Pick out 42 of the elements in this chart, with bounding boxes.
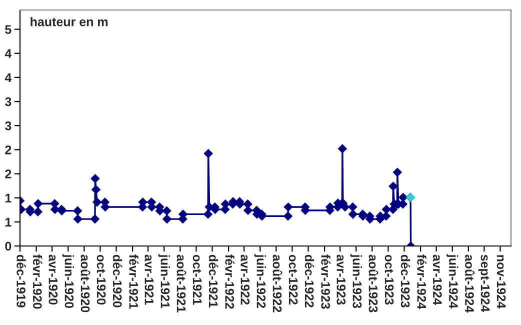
x-tick-label: juin-1921 <box>158 254 170 308</box>
y-tick-label: 1 <box>6 218 12 226</box>
x-tick-label: oct-1923 <box>384 254 394 305</box>
x-tick-label: déc-1921 <box>208 254 218 308</box>
x-tick-label: déc-1923 <box>400 254 410 308</box>
x-tick-label: févr-1921 <box>129 254 138 309</box>
x-tick-label: oct-1922 <box>288 254 298 305</box>
y-tick-label: 2 <box>5 145 12 154</box>
y-tick-label: 4 <box>4 73 12 82</box>
x-tick-label: juin-1922 <box>254 254 266 308</box>
x-tick-label: avr-1924 <box>432 254 442 306</box>
y-tick-label: 0 <box>5 242 12 251</box>
x-tick-label: févr-1920 <box>32 254 42 309</box>
x-tick-label: févr-1923 <box>321 254 330 309</box>
x-tick-label: déc-1919 <box>16 254 26 308</box>
x-tick-label: août-1923 <box>368 254 378 312</box>
x-tick-label: juin-1920 <box>62 254 74 308</box>
x-tick-label: févr-1924 <box>417 254 426 310</box>
y-tick-label: 2 <box>5 170 12 178</box>
x-tick-label: août-1921 <box>176 254 186 312</box>
x-tick-label: août-1920 <box>80 254 90 312</box>
y-tick-label: 3 <box>5 121 12 130</box>
x-tick-label: oct-1920 <box>96 254 106 305</box>
x-tick-label: févr-1922 <box>225 254 234 309</box>
x-tick-label: sept-1924 <box>478 254 490 312</box>
x-tick-label: nov-1924 <box>496 255 506 308</box>
y-tick-label: 4 <box>4 49 12 58</box>
x-tick-label: déc-1922 <box>304 254 314 308</box>
annotation: hauteur en m <box>30 17 108 26</box>
y-tick-label: 3 <box>5 97 12 106</box>
y-tick-label: 5 <box>5 25 12 34</box>
x-tick-label: avr-1920 <box>48 254 58 305</box>
x-tick-label: oct-1921 <box>192 254 202 305</box>
x-tick-label: déc-1920 <box>112 254 122 308</box>
x-tick-label: août-1924 <box>465 254 474 313</box>
x-tick-label: avr-1921 <box>144 254 154 305</box>
x-tick-label: avr-1923 <box>336 254 346 305</box>
x-tick-label: août-1922 <box>272 254 282 312</box>
x-tick-label: juin-1924 <box>446 254 458 308</box>
y-tick-label: 1 <box>6 194 12 202</box>
x-tick-label: juin-1923 <box>350 254 362 308</box>
x-tick-label: avr-1922 <box>240 254 250 305</box>
